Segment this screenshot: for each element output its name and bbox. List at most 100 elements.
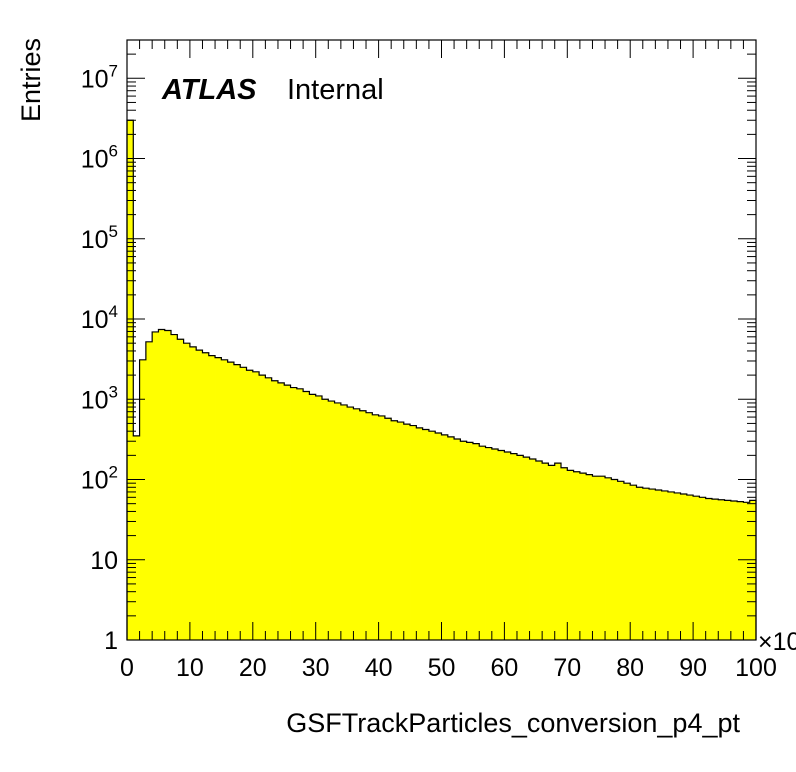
histogram-bin (655, 490, 663, 640)
histogram-bin (321, 399, 329, 640)
y-tick-label: 102 (81, 463, 118, 495)
histogram-bin (636, 487, 644, 640)
histogram-bin (183, 343, 191, 640)
histogram-bin (127, 120, 134, 640)
histogram-bin (177, 339, 185, 640)
histogram-bin (693, 496, 700, 640)
histogram-bin (523, 457, 530, 640)
histogram-bin (246, 370, 254, 640)
histogram-bin (498, 450, 505, 640)
x-tick-label: 20 (239, 654, 267, 682)
atlas-label: ATLAS (161, 74, 257, 106)
histogram-bin (743, 502, 751, 640)
histogram-outline (126, 119, 757, 640)
histogram-bin (548, 465, 556, 640)
histogram-bin (724, 500, 732, 640)
histogram-bin (158, 329, 166, 640)
y-tick-label: 103 (81, 382, 118, 414)
histogram-bin (410, 425, 417, 640)
histogram-bin (240, 367, 247, 640)
histogram-bin (718, 499, 725, 640)
x-tick-label: 100 (735, 654, 777, 682)
histogram-bin (391, 420, 398, 640)
histogram-bin (328, 401, 335, 640)
histogram-bin (435, 432, 442, 640)
histogram-bin (441, 434, 449, 640)
histogram-bin (598, 476, 606, 640)
histogram-bin (347, 407, 354, 640)
histogram-bin (208, 355, 216, 640)
histogram-bin (623, 483, 631, 640)
histogram-bin (516, 455, 524, 640)
histogram-bin (649, 489, 656, 640)
histogram-bin (303, 391, 310, 640)
histogram-bin (202, 352, 210, 640)
histogram-bin (510, 453, 518, 640)
histogram-bin (605, 477, 612, 640)
histogram-bin (296, 388, 304, 640)
y-tick-label: 104 (81, 302, 118, 334)
histogram-bin (221, 359, 229, 640)
histogram-bin (372, 414, 379, 640)
histogram-bin (416, 427, 424, 640)
x-tick-label: 90 (679, 654, 707, 682)
histogram-bin (422, 429, 430, 640)
histogram-fill (127, 120, 757, 640)
histogram-bin (265, 377, 273, 640)
x-tick-label: 70 (553, 654, 581, 682)
histogram-bin (485, 447, 493, 640)
histogram-bin (460, 441, 468, 640)
x-tick-label: 40 (365, 654, 393, 682)
histogram-bin (642, 488, 650, 640)
y-tick-label: 107 (81, 61, 118, 93)
x-tick-label: 60 (490, 654, 518, 682)
histogram-bin (705, 498, 713, 640)
histogram-bin (711, 499, 719, 640)
axis-tick-labels: 0 10 20 30 40 50 60 70 80 90 100110102103104105106… (81, 61, 777, 682)
histogram-bin (504, 452, 512, 640)
axis-ticks (126, 39, 757, 641)
histogram-bin (542, 463, 549, 640)
histogram-bin (215, 357, 222, 640)
histogram-bin (252, 371, 260, 640)
x-tick-label: 0 (120, 654, 134, 682)
histogram-bin (171, 334, 178, 640)
histogram-bin (737, 501, 744, 640)
histogram-step-line (126, 119, 757, 640)
y-axis-label: Entries (16, 38, 46, 122)
histogram-bin (133, 435, 140, 640)
histogram-bin (491, 449, 499, 640)
histogram-bin (479, 446, 486, 640)
histogram-bin (749, 500, 757, 640)
histogram-bin (586, 474, 593, 640)
histogram-bin (428, 431, 436, 640)
histogram-bin (630, 485, 637, 640)
histogram-bin (397, 422, 405, 640)
histogram-bin (284, 385, 291, 640)
histogram-bin (661, 490, 669, 640)
histogram-bin (259, 375, 266, 640)
histogram-bin (554, 463, 562, 640)
histogram-bin (730, 500, 738, 640)
histogram-bin (403, 424, 411, 640)
histogram-bin (447, 436, 455, 640)
histogram-bin (309, 394, 317, 640)
histogram-bin (592, 476, 600, 640)
histogram-bin (164, 330, 172, 640)
histogram-bin (290, 387, 298, 640)
histogram-bin (145, 341, 153, 640)
histogram-bin (196, 350, 203, 640)
histogram-bin (617, 481, 625, 640)
histogram-bin (567, 470, 574, 640)
histogram-bin (699, 497, 707, 640)
x-tick-label: 80 (616, 654, 644, 682)
y-tick-label: 10 (90, 547, 118, 575)
histogram-bin (611, 479, 619, 640)
histogram-bin (277, 382, 285, 640)
histogram-bin (535, 461, 543, 640)
histogram-bin (378, 415, 386, 640)
histogram-bin (674, 492, 681, 640)
y-tick-label: 106 (81, 142, 118, 174)
y-tick-label: 1 (104, 627, 118, 655)
